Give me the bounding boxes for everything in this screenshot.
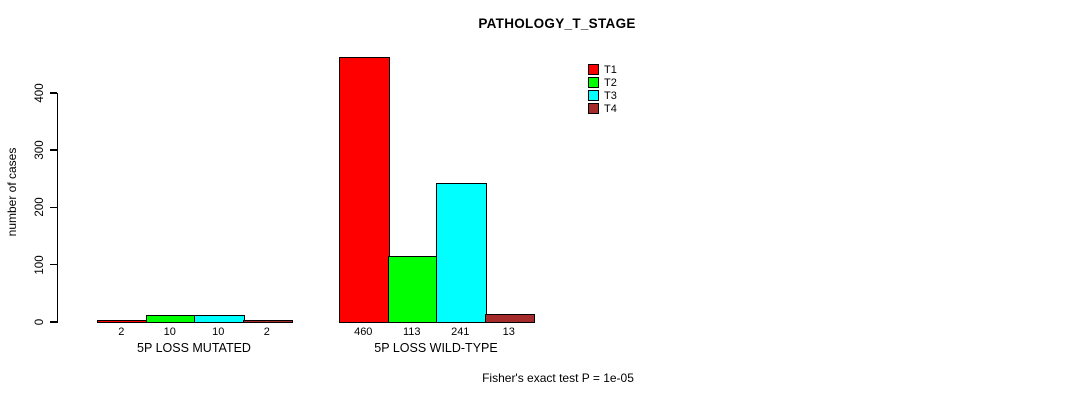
bar-t1-group1 xyxy=(97,319,148,323)
y-axis-line xyxy=(56,92,58,323)
y-axis-title: number of cases xyxy=(5,147,19,237)
legend-swatch-t4 xyxy=(588,103,599,114)
legend-label: T1 xyxy=(604,63,617,76)
legend-swatch-t1 xyxy=(588,64,599,75)
bar-value-label: 2 xyxy=(118,326,125,338)
legend-label: T2 xyxy=(604,76,617,89)
y-axis-tick xyxy=(50,149,57,151)
y-axis-tick-label: 0 xyxy=(34,318,46,326)
bar-value-label: 241 xyxy=(451,326,470,338)
bar-t1-group2 xyxy=(339,57,390,323)
bar-t2-group1 xyxy=(145,315,196,323)
bar-t4-group2 xyxy=(484,313,535,323)
bar-t4-group1 xyxy=(242,319,293,323)
bar-value-label: 10 xyxy=(212,326,225,338)
legend-item-t3: T3 xyxy=(588,89,617,102)
legend-label: T3 xyxy=(604,89,617,102)
y-axis-tick xyxy=(50,321,57,323)
bar-value-label: 2 xyxy=(263,326,270,338)
legend: T1 T2 T3 T4 xyxy=(588,63,617,115)
bar-value-label: 460 xyxy=(354,326,373,338)
y-axis-tick xyxy=(50,263,57,266)
group-label-2: 5P LOSS WILD-TYPE xyxy=(374,341,498,355)
legend-swatch-t3 xyxy=(588,90,599,101)
bar-value-label: 13 xyxy=(502,326,515,338)
y-axis-tick xyxy=(50,92,57,94)
legend-item-t1: T1 xyxy=(588,63,617,76)
bar-t3-group1 xyxy=(194,315,245,323)
bar-t3-group2 xyxy=(436,182,487,323)
chart-title: PATHOLOGY_T_STAGE xyxy=(478,16,636,31)
y-axis-tick-label: 100 xyxy=(34,255,46,275)
group-label-1: 5P LOSS MUTATED xyxy=(137,341,251,355)
bar-value-label: 113 xyxy=(402,326,421,338)
statistical-test-note: Fisher's exact test P = 1e-05 xyxy=(482,371,634,385)
y-axis-tick-label: 200 xyxy=(34,197,46,217)
y-axis-tick-label: 400 xyxy=(34,83,46,103)
y-axis-tick xyxy=(50,206,57,209)
legend-item-t2: T2 xyxy=(588,76,617,89)
legend-item-t4: T4 xyxy=(588,102,617,115)
y-axis-tick-label: 300 xyxy=(34,140,46,160)
legend-label: T4 xyxy=(604,102,617,115)
legend-swatch-t2 xyxy=(588,77,599,88)
bar-value-label: 10 xyxy=(163,326,176,338)
bar-t2-group2 xyxy=(387,256,438,323)
